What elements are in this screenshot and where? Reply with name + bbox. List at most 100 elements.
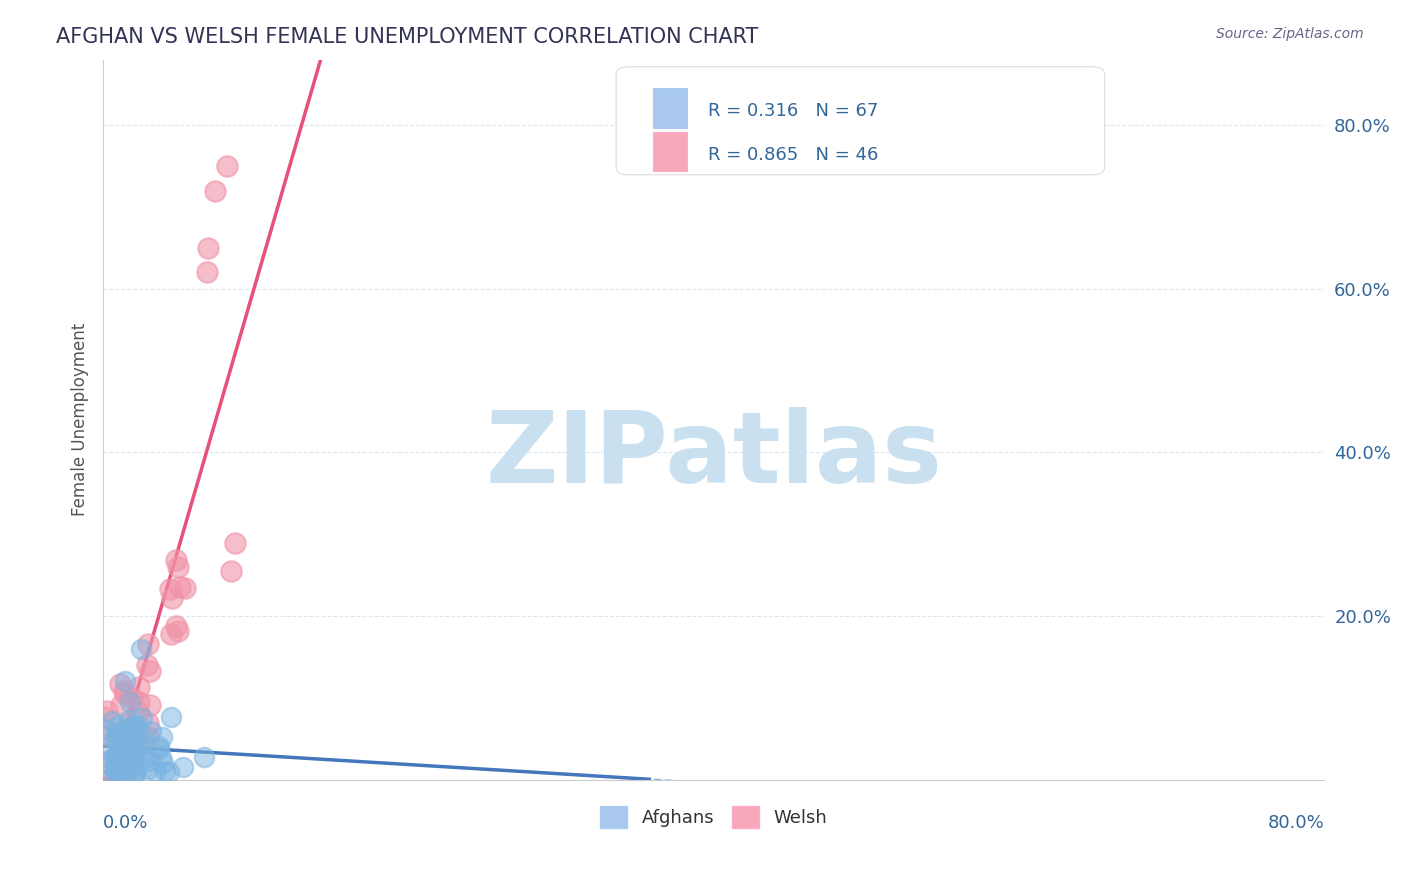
Point: [121, 736, 143, 750]
Point: [132, 751, 155, 765]
Point: [120, 731, 142, 745]
FancyBboxPatch shape: [652, 88, 688, 128]
Point: [136, 716, 159, 731]
Point: [117, 743, 139, 757]
Point: [105, 731, 128, 746]
Point: [121, 759, 143, 773]
Point: [160, 627, 183, 641]
Point: [127, 736, 149, 750]
Point: [127, 705, 149, 719]
Point: [114, 762, 136, 776]
Point: [217, 159, 239, 173]
Point: [167, 624, 190, 638]
Point: [104, 764, 127, 778]
Point: [129, 726, 152, 740]
Point: [139, 664, 162, 678]
Point: [104, 772, 127, 787]
Legend: Afghans, Welsh: Afghans, Welsh: [593, 799, 835, 836]
Point: [104, 748, 127, 763]
Point: [100, 752, 122, 766]
Point: [138, 763, 160, 777]
Point: [204, 184, 226, 198]
Point: [160, 591, 183, 605]
Point: [127, 720, 149, 734]
Point: [118, 730, 141, 744]
Point: [124, 764, 146, 778]
Point: [150, 730, 173, 744]
Point: [148, 739, 170, 754]
Point: [143, 764, 166, 778]
Point: [93, 723, 115, 737]
Point: [107, 754, 129, 768]
Point: [149, 750, 172, 764]
Point: [138, 754, 160, 768]
Point: [107, 746, 129, 760]
Point: [139, 698, 162, 713]
Point: [115, 745, 138, 759]
Point: [105, 726, 128, 740]
FancyBboxPatch shape: [652, 132, 688, 171]
Point: [172, 759, 194, 773]
Point: [197, 241, 219, 255]
Point: [122, 743, 145, 757]
Point: [124, 768, 146, 782]
Point: [122, 750, 145, 764]
Point: [112, 742, 135, 756]
Point: [128, 748, 150, 763]
Point: [115, 714, 138, 729]
Point: [107, 772, 129, 787]
Point: [173, 582, 195, 596]
Point: [152, 756, 174, 771]
Point: [98, 729, 121, 743]
Point: [141, 724, 163, 739]
Point: [118, 716, 141, 731]
Text: AFGHAN VS WELSH FEMALE UNEMPLOYMENT CORRELATION CHART: AFGHAN VS WELSH FEMALE UNEMPLOYMENT CORR…: [56, 27, 759, 46]
Point: [224, 536, 246, 550]
Point: [115, 724, 138, 739]
Point: [121, 740, 143, 755]
Text: R = 0.865   N = 46: R = 0.865 N = 46: [707, 145, 877, 163]
Point: [112, 745, 135, 759]
Point: [160, 710, 183, 724]
Point: [114, 731, 136, 746]
Point: [122, 766, 145, 780]
Point: [115, 757, 138, 772]
Point: [166, 560, 188, 574]
Point: [96, 704, 118, 718]
Point: [129, 641, 152, 656]
Point: [128, 680, 150, 694]
Point: [131, 711, 153, 725]
Point: [132, 737, 155, 751]
Point: [125, 717, 148, 731]
Point: [110, 698, 132, 712]
Text: ZIPatlas: ZIPatlas: [485, 407, 942, 504]
Text: 80.0%: 80.0%: [1268, 814, 1324, 832]
Point: [136, 637, 159, 651]
Point: [136, 730, 159, 744]
Point: [128, 695, 150, 709]
Point: [165, 553, 187, 567]
FancyBboxPatch shape: [616, 67, 1105, 175]
Point: [219, 564, 242, 578]
Point: [157, 764, 180, 779]
Point: [118, 729, 141, 743]
Point: [121, 718, 143, 732]
Y-axis label: Female Unemployment: Female Unemployment: [72, 323, 89, 516]
Point: [110, 677, 132, 691]
Point: [98, 772, 121, 787]
Point: [197, 265, 219, 279]
Point: [100, 772, 122, 786]
Point: [93, 710, 115, 724]
Point: [114, 687, 136, 701]
Point: [169, 580, 191, 594]
Point: [120, 759, 142, 773]
Point: [110, 744, 132, 758]
Point: [98, 744, 121, 758]
Text: 0.0%: 0.0%: [103, 814, 149, 832]
Point: [107, 719, 129, 733]
Point: [120, 744, 142, 758]
Point: [114, 772, 136, 787]
Point: [105, 749, 128, 764]
Point: [110, 770, 132, 784]
Point: [112, 729, 135, 743]
